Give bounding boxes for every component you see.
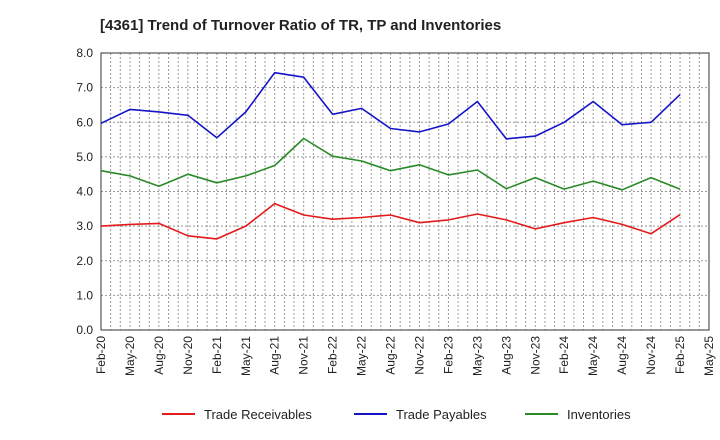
x-tick-label: Feb-23 xyxy=(441,336,455,374)
y-tick-label: 5.0 xyxy=(76,150,93,164)
x-tick-label: Nov-22 xyxy=(412,336,426,375)
y-tick-label: 3.0 xyxy=(76,219,93,233)
x-tick-label: Nov-21 xyxy=(297,336,311,375)
x-tick-label: May-22 xyxy=(355,336,369,376)
x-tick-label: Nov-23 xyxy=(528,336,542,375)
x-tick-label: Aug-23 xyxy=(499,336,513,375)
chart-title: [4361] Trend of Turnover Ratio of TR, TP… xyxy=(100,17,501,34)
x-tick-label: Feb-24 xyxy=(557,336,571,374)
y-tick-label: 4.0 xyxy=(76,185,93,199)
legend-label: Trade Receivables xyxy=(204,407,312,422)
x-tick-label: Aug-22 xyxy=(384,336,398,375)
series-lines xyxy=(100,71,681,240)
x-tick-label: Feb-21 xyxy=(210,336,224,374)
x-tick-label: May-23 xyxy=(470,336,484,376)
x-tick-label: Aug-21 xyxy=(268,336,282,375)
axes: 0.0 1.0 2.0 3.0 4.0 5.0 6.0 7.0 8.0 Feb-20 May-20 A… xyxy=(76,46,716,376)
x-tick-label: May-25 xyxy=(702,336,716,376)
x-tick-label: Nov-20 xyxy=(181,336,195,375)
x-tick-label: May-20 xyxy=(123,336,137,376)
legend: Trade Receivables Trade Payables Inventori… xyxy=(162,407,631,422)
x-tick-label: Feb-20 xyxy=(94,336,108,374)
y-tick-label: 1.0 xyxy=(76,288,93,302)
x-tick-label: Feb-22 xyxy=(326,336,340,374)
series-line-3 xyxy=(100,137,681,191)
grid xyxy=(101,52,709,331)
plot-frame xyxy=(100,52,710,331)
legend-label: Trade Payables xyxy=(396,407,487,422)
series-line-2 xyxy=(100,71,681,140)
x-tick-label: May-21 xyxy=(239,336,253,376)
x-tick-label: Aug-24 xyxy=(615,336,629,375)
y-tick-label: 8.0 xyxy=(76,46,93,60)
x-tick-label: May-24 xyxy=(586,336,600,376)
y-tick-label: 0.0 xyxy=(76,323,93,337)
y-tick-label: 6.0 xyxy=(76,115,93,129)
x-tick-label: Nov-24 xyxy=(644,336,658,375)
legend-label: Inventories xyxy=(567,407,631,422)
x-tick-label: Aug-20 xyxy=(152,336,166,375)
x-tick-label: Feb-25 xyxy=(673,336,687,374)
series-line-1 xyxy=(100,202,681,240)
y-tick-label: 2.0 xyxy=(76,254,93,268)
y-tick-label: 7.0 xyxy=(76,81,93,95)
